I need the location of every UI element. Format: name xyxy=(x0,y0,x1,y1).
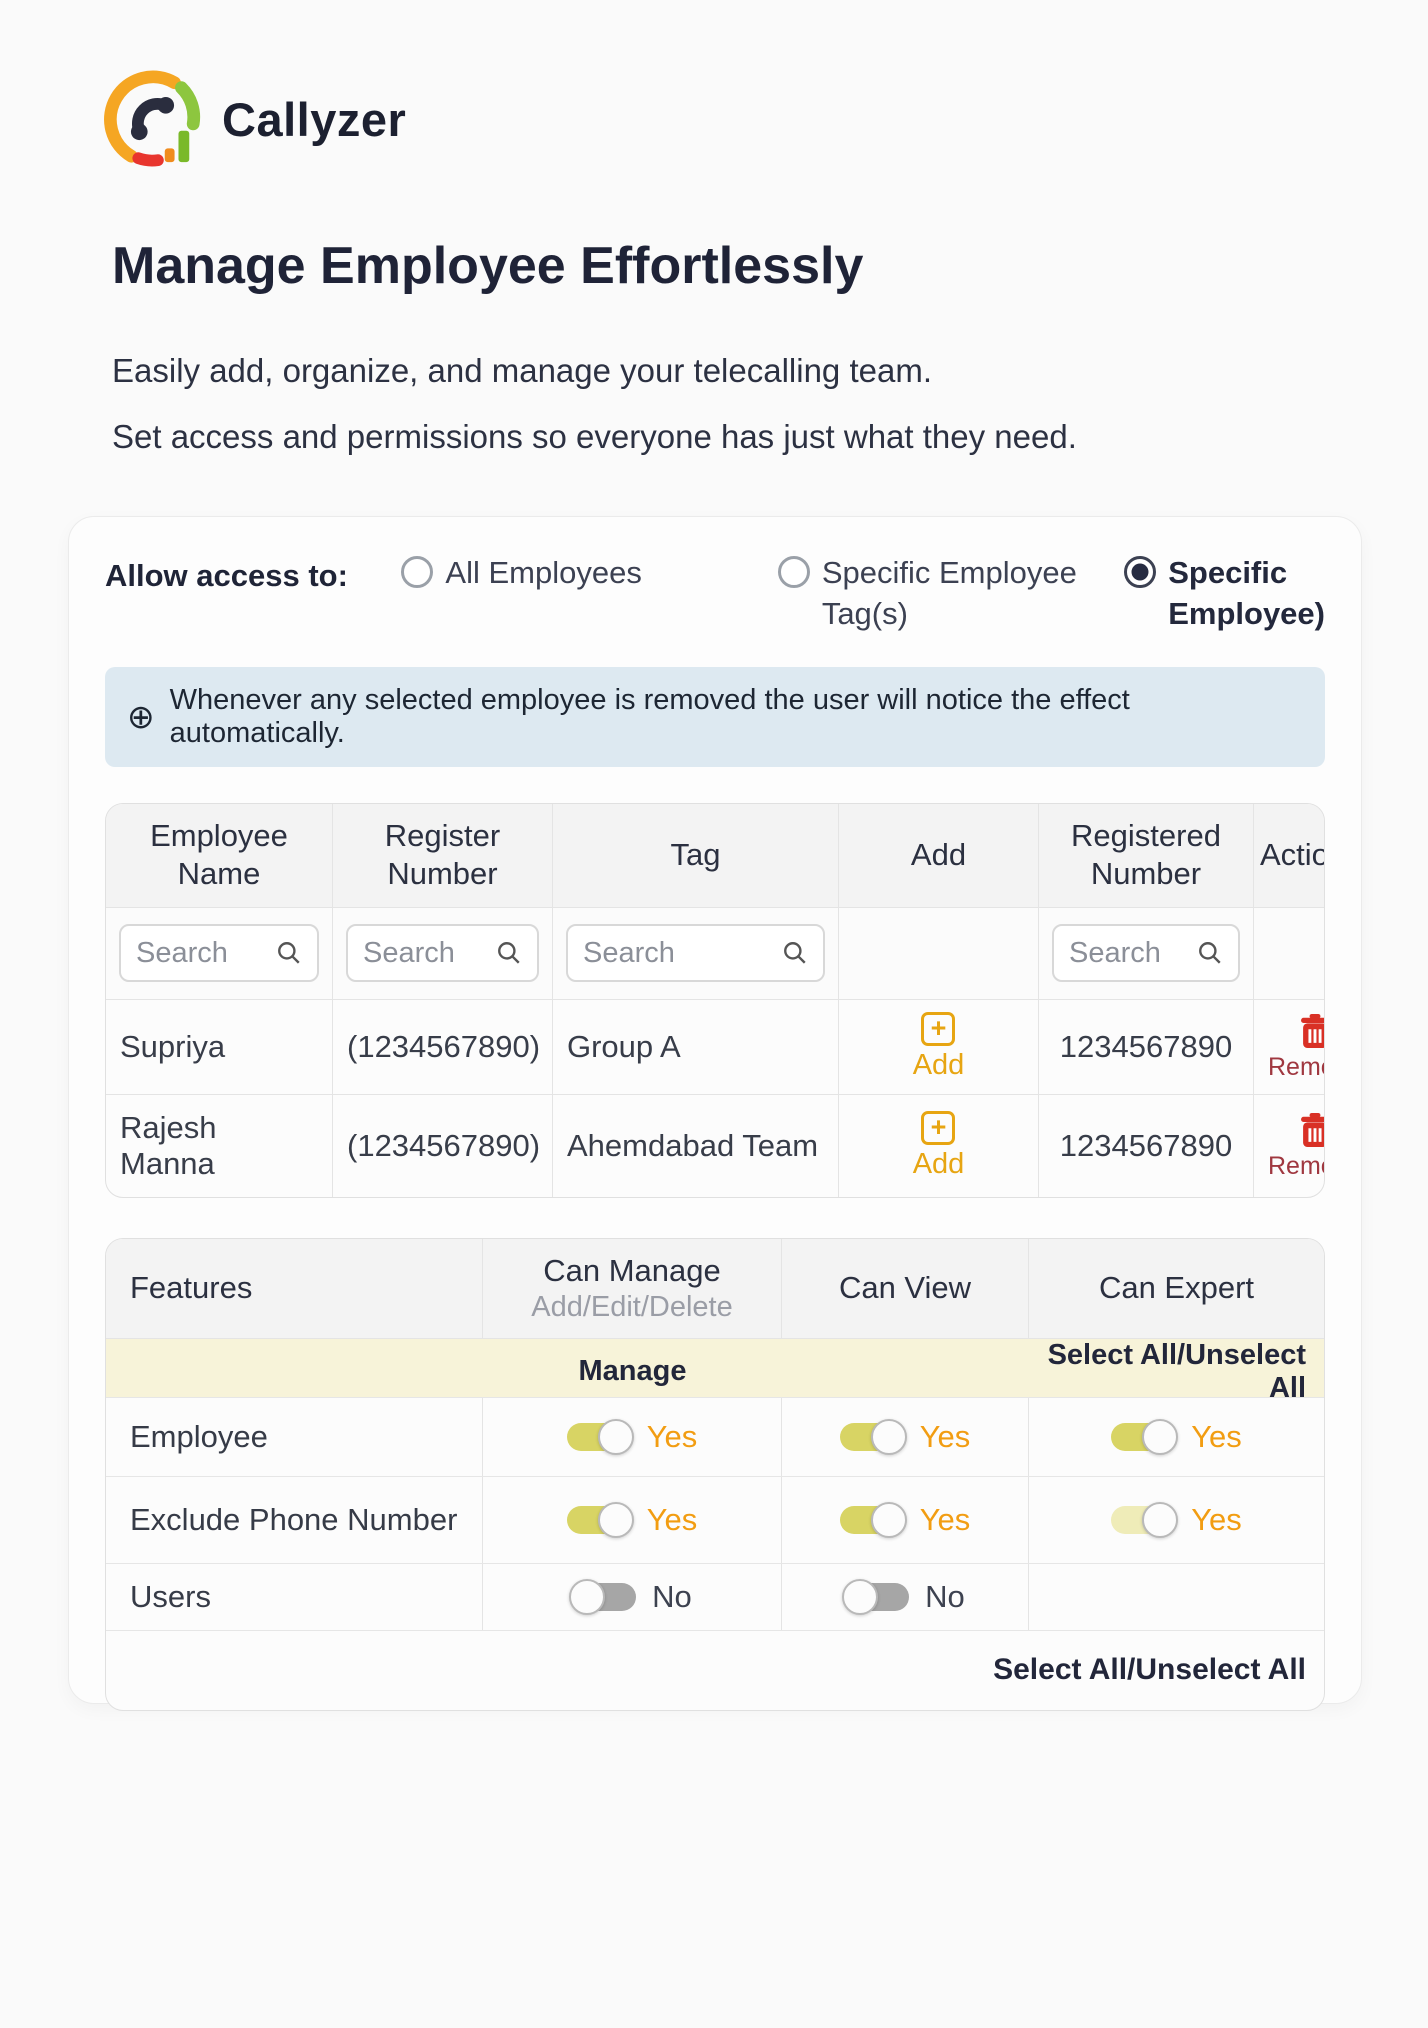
remove-button[interactable]: Remove xyxy=(1268,1111,1324,1181)
plus-square-icon: + xyxy=(921,1110,956,1145)
manage-select-all-row: Manage Select All/Unselect All xyxy=(106,1338,1324,1404)
col-header-can-expert: Can Expert xyxy=(1029,1238,1324,1339)
toggle-exclude-can-manage[interactable]: Yes xyxy=(566,1501,697,1538)
page-subtitle-line1: Easily add, organize, and manage your te… xyxy=(112,352,932,389)
feature-label: Exclude Phone Number xyxy=(106,1476,483,1563)
radio-all-employees[interactable]: All Employees xyxy=(401,553,731,635)
features-table-header: Features Can Manage Add/Edit/Delete Can … xyxy=(106,1238,1324,1339)
cell-registered-number: 1234567890 xyxy=(1039,999,1254,1095)
col-header-register-number: Register Number xyxy=(333,803,553,908)
can-manage-subtext: Add/Edit/Delete xyxy=(531,1290,733,1323)
access-settings-card: Allow access to: All Employees Specific … xyxy=(68,516,1362,1711)
allow-access-row: Allow access to: All Employees Specific … xyxy=(105,553,1325,635)
radio-circle-icon[interactable] xyxy=(1124,556,1157,588)
toggle-switch[interactable] xyxy=(566,1501,634,1538)
search-input-employee-name[interactable]: Search xyxy=(119,924,319,983)
col-header-action: Action xyxy=(1254,803,1324,908)
search-input-register-number[interactable]: Search xyxy=(346,924,539,983)
employee-table-search-row: Search Search Search Search xyxy=(106,907,1324,1000)
col-header-registered-number: Registered Number xyxy=(1039,803,1254,908)
brand-name: Callyzer xyxy=(222,92,407,146)
select-all-toggle[interactable]: Select All/Unselect All xyxy=(1047,1338,1306,1404)
page-title: Manage Employee Effortlessly xyxy=(112,237,864,295)
employee-row: Supriya (1234567890) Group A + Add 12345… xyxy=(106,999,1324,1095)
radio-specific-employee-tags[interactable]: Specific Employee Tag(s) xyxy=(777,553,1078,635)
radio-label: Specific Employee Tag(s) xyxy=(821,555,1077,631)
toggle-employee-can-view[interactable]: Yes xyxy=(839,1418,970,1455)
employee-row: Rajesh Manna (1234567890) Ahemdabad Team… xyxy=(106,1094,1324,1197)
toggle-employee-can-expert[interactable]: Yes xyxy=(1111,1418,1242,1455)
search-icon xyxy=(1199,942,1221,964)
select-all-toggle-bottom[interactable]: Select All/Unselect All xyxy=(993,1653,1306,1687)
toggle-switch[interactable] xyxy=(839,1418,907,1455)
feature-row-users: Users No No xyxy=(106,1562,1324,1630)
search-input-registered-number[interactable]: Search xyxy=(1052,924,1240,983)
cell-employee-name: Supriya xyxy=(106,999,333,1095)
notice-banner: ⊕ Whenever any selected employee is remo… xyxy=(105,666,1325,767)
toggle-switch[interactable] xyxy=(566,1418,634,1455)
add-button[interactable]: + Add xyxy=(912,1011,965,1081)
col-header-add: Add xyxy=(839,803,1039,908)
cell-register-number: (1234567890) xyxy=(333,999,553,1095)
brand-logo-row: Callyzer xyxy=(104,70,406,168)
col-header-employee-name: Employee Name xyxy=(106,803,333,908)
trash-icon xyxy=(1300,1112,1324,1147)
add-button[interactable]: + Add xyxy=(912,1110,965,1180)
radio-label: All Employees xyxy=(445,555,642,590)
employee-table-header: Employee Name Register Number Tag Add Re… xyxy=(106,803,1324,908)
page-subtitle-line2: Set access and permissions so everyone h… xyxy=(112,418,1077,455)
plus-square-icon: + xyxy=(921,1011,956,1046)
toggle-switch[interactable] xyxy=(1111,1501,1179,1538)
feature-label: Users xyxy=(106,1563,483,1630)
toggle-employee-can-manage[interactable]: Yes xyxy=(566,1418,697,1455)
circle-plus-icon: ⊕ xyxy=(127,698,155,736)
search-icon xyxy=(784,942,806,964)
employee-table-panel: Employee Name Register Number Tag Add Re… xyxy=(105,802,1325,1198)
col-header-features: Features xyxy=(106,1238,483,1339)
cell-tag: Ahemdabad Team xyxy=(553,1094,839,1197)
radio-circle-icon[interactable] xyxy=(777,556,810,588)
toggle-switch[interactable] xyxy=(1111,1418,1179,1455)
remove-button[interactable]: Remove xyxy=(1268,1012,1324,1082)
col-header-can-view: Can View xyxy=(782,1238,1029,1339)
toggle-switch[interactable] xyxy=(842,1578,910,1615)
trash-icon xyxy=(1300,1013,1324,1048)
search-input-tag[interactable]: Search xyxy=(566,924,825,983)
toggle-users-can-view[interactable]: No xyxy=(842,1578,965,1615)
cell-register-number: (1234567890) xyxy=(333,1094,553,1197)
col-header-can-manage: Can Manage Add/Edit/Delete xyxy=(483,1238,782,1339)
cell-registered-number: 1234567890 xyxy=(1039,1094,1254,1197)
toggle-switch[interactable] xyxy=(839,1501,907,1538)
manage-label: Manage xyxy=(578,1355,687,1388)
features-footer-row: Select All/Unselect All xyxy=(106,1629,1324,1710)
allow-access-label: Allow access to: xyxy=(105,558,348,593)
search-icon xyxy=(278,942,300,964)
radio-specific-employee[interactable]: Specific Employee) xyxy=(1124,553,1325,635)
callyzer-logo-icon xyxy=(104,70,201,167)
feature-label: Employee xyxy=(106,1397,483,1476)
col-header-tag: Tag xyxy=(553,803,839,908)
feature-row-exclude-phone-number: Exclude Phone Number Yes Yes Yes xyxy=(106,1475,1324,1563)
search-icon xyxy=(498,942,520,964)
toggle-users-can-manage[interactable]: No xyxy=(569,1578,692,1615)
toggle-exclude-can-view[interactable]: Yes xyxy=(839,1501,970,1538)
radio-label: Specific Employee) xyxy=(1168,555,1325,631)
feature-row-employee: Employee Yes Yes Yes xyxy=(106,1396,1324,1476)
cell-tag: Group A xyxy=(553,999,839,1095)
radio-circle-icon[interactable] xyxy=(401,556,434,588)
toggle-exclude-can-expert[interactable]: Yes xyxy=(1111,1501,1242,1538)
features-table-panel: Features Can Manage Add/Edit/Delete Can … xyxy=(105,1237,1325,1711)
notice-text: Whenever any selected employee is remove… xyxy=(169,683,1130,749)
cell-employee-name: Rajesh Manna xyxy=(106,1094,333,1197)
toggle-switch[interactable] xyxy=(569,1578,637,1615)
